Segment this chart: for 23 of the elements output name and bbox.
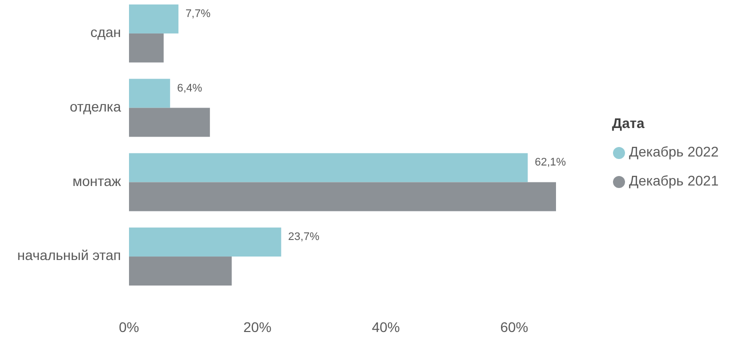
legend-label: Декабрь 2021 — [629, 172, 719, 189]
x-tick-label: 60% — [500, 319, 528, 335]
bar — [129, 78, 170, 108]
data-label: 7,7% — [185, 8, 211, 20]
bar — [129, 4, 178, 34]
y-tick-label: монтаж — [72, 172, 122, 189]
data-label: 23,7% — [288, 231, 320, 244]
y-tick-label: сдан — [90, 24, 121, 40]
legend-title: Дата — [612, 115, 645, 131]
data-label: 6,4% — [177, 82, 202, 94]
x-tick-label: 20% — [243, 319, 272, 335]
legend-label: Декабрь 2022 — [629, 144, 719, 160]
data-label: 62,1% — [534, 156, 566, 169]
y-tick-label: отделка — [70, 98, 122, 115]
x-tick-label: 40% — [372, 319, 400, 335]
bar — [129, 153, 528, 182]
bar — [129, 256, 232, 286]
bar — [129, 33, 164, 62]
bar — [129, 228, 282, 257]
y-tick-label: начальный этап — [17, 247, 121, 264]
x-tick-label: 0% — [118, 319, 140, 335]
bar — [129, 182, 556, 212]
bar — [129, 108, 210, 137]
